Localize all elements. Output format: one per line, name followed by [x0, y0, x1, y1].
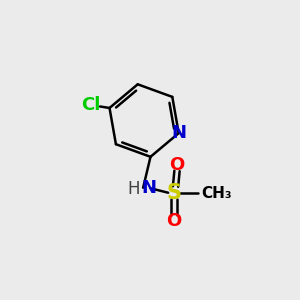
Text: O: O	[167, 212, 182, 230]
Text: H: H	[128, 180, 140, 198]
Text: N: N	[171, 124, 186, 142]
Text: S: S	[167, 183, 182, 203]
Text: N: N	[141, 179, 156, 197]
Text: O: O	[169, 156, 184, 174]
Text: Cl: Cl	[81, 96, 100, 114]
Text: CH₃: CH₃	[201, 185, 232, 200]
